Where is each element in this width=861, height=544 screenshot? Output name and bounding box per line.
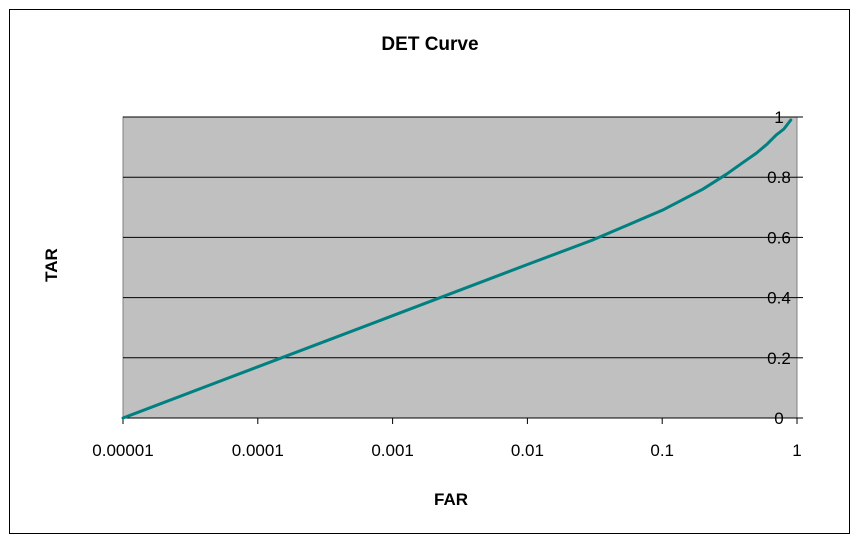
chart-frame: DET Curve 0 0.2 0.4 0.6 0.8 1 0.00001 0.0001 0.0… xyxy=(9,9,850,534)
y-tick-label: 0.4 xyxy=(767,289,791,308)
y-axis-title: TAR xyxy=(42,248,61,282)
y-tick-label: 0.2 xyxy=(767,349,791,368)
x-tick-label: 0.00001 xyxy=(92,441,153,460)
plot-area: 00.20.40.60.810.00001 0.0001 0.001 0.01 0.1 1 xyxy=(92,108,803,460)
x-axis-title: FAR xyxy=(434,490,468,509)
y-tick-label: 1 xyxy=(774,108,783,127)
y-tick-label: 0.8 xyxy=(767,168,791,187)
x-tick-label: 1 xyxy=(792,441,801,460)
plot-background xyxy=(122,116,798,419)
y-tick-label: 0.6 xyxy=(767,228,791,247)
det-curve-chart: DET Curve 00.20.40.60.810.00001 0.0001 0.0… xyxy=(42,34,803,509)
det-curve-line xyxy=(121,118,793,420)
x-tick-label: 0.001 xyxy=(371,441,414,460)
x-tick-label: 0.01 xyxy=(511,441,544,460)
x-tick-label: 0.0001 xyxy=(232,441,284,460)
x-tick-label: 0.1 xyxy=(650,441,674,460)
chart-title: DET Curve xyxy=(381,34,478,55)
